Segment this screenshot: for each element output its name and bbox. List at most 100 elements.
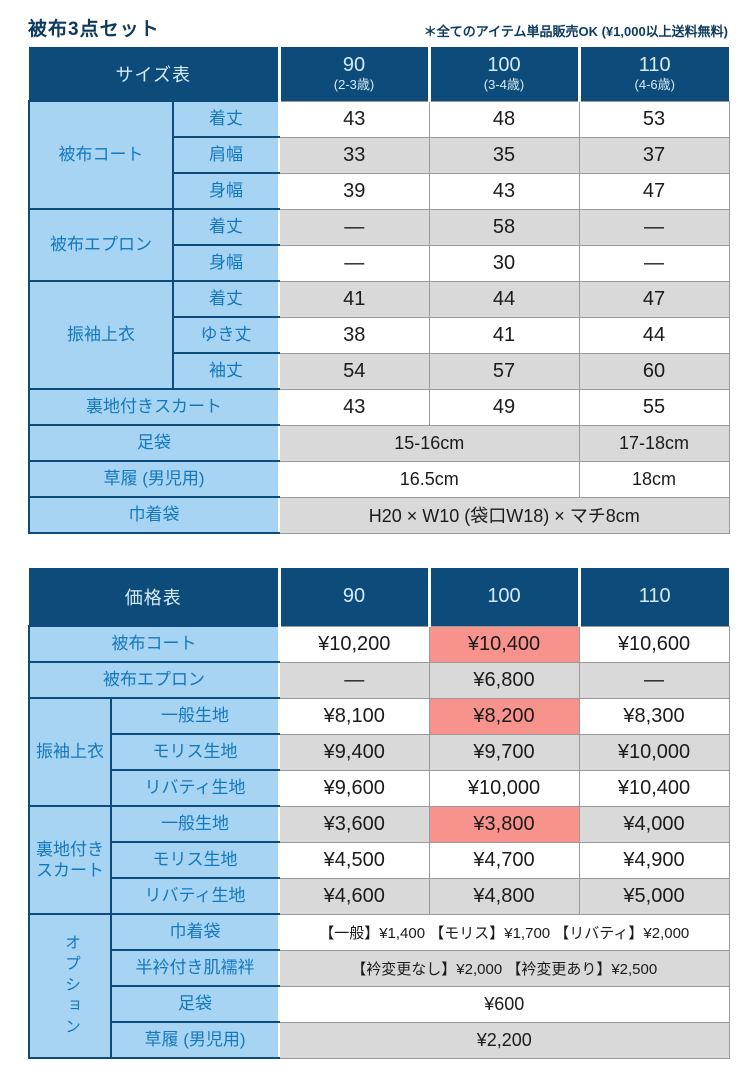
table-row: 振袖上衣 着丈 41 44 47 xyxy=(28,280,730,390)
price-value: ¥5,000 xyxy=(578,877,730,915)
highlighted-price-value: ¥10,400 xyxy=(428,625,580,663)
table-row: 草履 (男児用) 16.5cm 18cm xyxy=(28,460,730,498)
price-value: ¥4,800 xyxy=(428,877,580,915)
price-value: ¥6,800 xyxy=(428,661,580,699)
row-label: モリス生地 xyxy=(110,733,280,771)
row-label: 肩幅 xyxy=(172,136,280,174)
column-header-100: 100 (3-4歳) xyxy=(427,47,579,101)
size-value: 57 xyxy=(428,352,580,390)
table-row: オプション 巾着袋 【一般】¥1,400 【モリス】¥1,700 【リバティ】¥… xyxy=(28,913,730,1059)
group-label-lined-skirt: 裏地付きスカート xyxy=(28,805,112,915)
row-label: リバティ生地 xyxy=(110,877,280,915)
row-label: 身幅 xyxy=(172,244,280,282)
option-price-value: ¥2,200 xyxy=(278,1021,730,1059)
table-row: 肩幅 33 35 37 xyxy=(29,136,730,174)
option-price-value: ¥600 xyxy=(278,985,730,1023)
row-label-hifu-apron: 被布エプロン xyxy=(28,661,280,699)
size-value: 55 xyxy=(578,388,730,426)
highlighted-price-value: ¥3,800 xyxy=(428,805,580,843)
size-value: 44 xyxy=(428,280,580,318)
table-row: 被布コート 着丈 43 48 53 xyxy=(28,100,730,210)
size-value: 54 xyxy=(278,352,430,390)
price-table: 価格表 90 100 110 被布コート ¥10,200 ¥10,400 ¥10… xyxy=(28,568,730,1059)
price-value: ¥4,000 xyxy=(578,805,730,843)
table-row: 被布エプロン 着丈 — 58 — xyxy=(28,208,730,282)
row-label: 一般生地 xyxy=(110,697,280,735)
group-label-furisode-top: 振袖上衣 xyxy=(28,697,112,807)
price-value: ¥10,000 xyxy=(578,733,730,771)
table-row: 足袋 ¥600 xyxy=(29,985,730,1023)
price-value: ¥4,700 xyxy=(428,841,580,879)
table-row: 身幅 — 30 — xyxy=(29,244,730,282)
size-value: 17-18cm xyxy=(578,424,730,462)
size-value: 60 xyxy=(578,352,730,390)
table-row: 被布コート ¥10,200 ¥10,400 ¥10,600 xyxy=(28,625,730,663)
size-value: 44 xyxy=(578,316,730,354)
price-value: ¥10,600 xyxy=(578,625,730,663)
table-row: リバティ生地 ¥4,600 ¥4,800 ¥5,000 xyxy=(29,877,730,915)
page-title: 被布3点セット xyxy=(28,19,160,40)
size-value: H20 × W10 (袋口W18) × マチ8cm xyxy=(278,496,730,534)
row-label: ゆき丈 xyxy=(172,316,280,354)
highlighted-price-value: ¥8,200 xyxy=(428,697,580,735)
table-row: 袖丈 54 57 60 xyxy=(29,352,730,390)
size-value: 33 xyxy=(278,136,430,174)
table-row: 足袋 15-16cm 17-18cm xyxy=(28,424,730,462)
price-value: ¥8,100 xyxy=(278,697,430,735)
table-row: モリス生地 ¥9,400 ¥9,700 ¥10,000 xyxy=(29,733,730,771)
row-label-hifu-coat: 被布コート xyxy=(28,625,280,663)
row-label: 袖丈 xyxy=(172,352,280,390)
price-value: ¥4,900 xyxy=(578,841,730,879)
row-label: 着丈 xyxy=(172,208,280,246)
column-header-110: 110 xyxy=(577,568,729,626)
single-item-sale-note: ＊全てのアイテム単品販売OK (¥1,000以上送料無料) xyxy=(423,24,728,39)
size-value: — xyxy=(578,244,730,282)
row-label: 着丈 xyxy=(172,100,280,138)
size-value: 47 xyxy=(578,280,730,318)
size-value: 48 xyxy=(428,100,580,138)
row-label-lined-skirt: 裏地付きスカート xyxy=(28,388,280,426)
group-label-options: オプション xyxy=(28,913,112,1059)
table-row: 裏地付きスカート 一般生地 ¥3,600 ¥3,800 ¥4,000 xyxy=(28,805,730,915)
price-value: — xyxy=(278,661,430,699)
row-label: 足袋 xyxy=(110,985,280,1023)
size-value: — xyxy=(578,208,730,246)
row-label-zori: 草履 (男児用) xyxy=(28,460,280,498)
table-row: 半衿付き肌襦袢 【衿変更なし】¥2,000 【衿変更あり】¥2,500 xyxy=(29,949,730,987)
size-value: 53 xyxy=(578,100,730,138)
price-value: ¥10,200 xyxy=(278,625,430,663)
price-value: ¥4,600 xyxy=(278,877,430,915)
size-table-header-row: サイズ表 90 (2-3歳) 100 (3-4歳) 110 (4-6歳) xyxy=(29,47,729,101)
size-value: 35 xyxy=(428,136,580,174)
size-value: 43 xyxy=(278,388,430,426)
size-value: 58 xyxy=(428,208,580,246)
size-table-title: サイズ表 xyxy=(29,47,279,101)
row-label: モリス生地 xyxy=(110,841,280,879)
size-value: 43 xyxy=(428,172,580,210)
table-row: 身幅 39 43 47 xyxy=(29,172,730,210)
group-label-hifu-coat: 被布コート xyxy=(28,100,174,210)
size-value: 18cm xyxy=(578,460,730,498)
table-row: ゆき丈 38 41 44 xyxy=(29,316,730,354)
size-value: 16.5cm xyxy=(278,460,580,498)
size-value: — xyxy=(278,208,430,246)
size-value: 15-16cm xyxy=(278,424,580,462)
column-header-90: 90 xyxy=(277,568,429,626)
size-value: 39 xyxy=(278,172,430,210)
table-row: リバティ生地 ¥9,600 ¥10,000 ¥10,400 xyxy=(29,769,730,807)
option-price-value: 【一般】¥1,400 【モリス】¥1,700 【リバティ】¥2,000 xyxy=(278,913,730,951)
table-row: 振袖上衣 一般生地 ¥8,100 ¥8,200 ¥8,300 xyxy=(28,697,730,807)
row-label: リバティ生地 xyxy=(110,769,280,807)
row-label: 半衿付き肌襦袢 xyxy=(110,949,280,987)
size-value: 49 xyxy=(428,388,580,426)
table-row: 裏地付きスカート 43 49 55 xyxy=(28,388,730,426)
price-value: ¥10,000 xyxy=(428,769,580,807)
column-header-110: 110 (4-6歳) xyxy=(577,47,729,101)
price-value: ¥8,300 xyxy=(578,697,730,735)
row-label: 草履 (男児用) xyxy=(110,1021,280,1059)
price-table-title: 価格表 xyxy=(29,568,279,626)
table-row: 草履 (男児用) ¥2,200 xyxy=(29,1021,730,1059)
table-row: モリス生地 ¥4,500 ¥4,700 ¥4,900 xyxy=(29,841,730,879)
price-value: ¥3,600 xyxy=(278,805,430,843)
table-row: 被布エプロン — ¥6,800 — xyxy=(28,661,730,699)
